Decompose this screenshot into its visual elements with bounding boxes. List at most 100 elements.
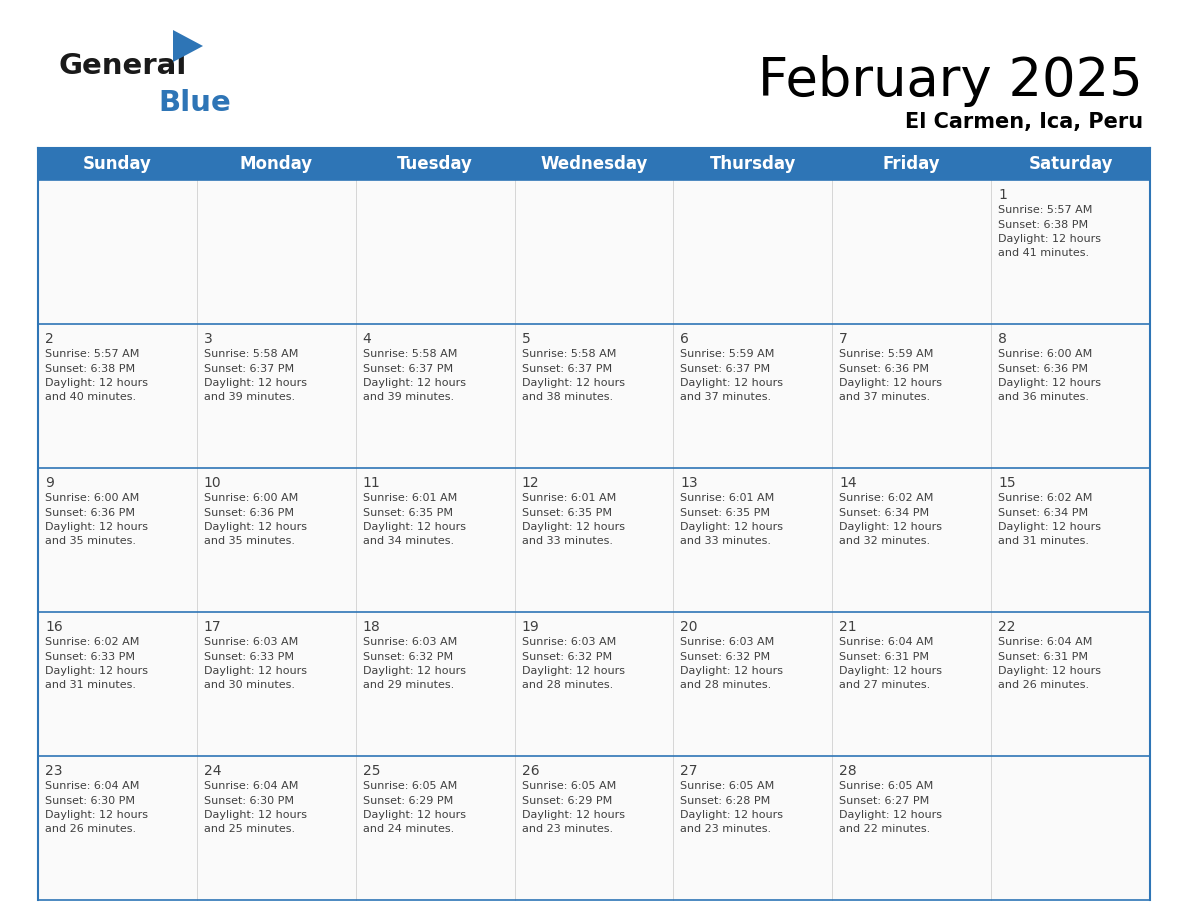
Text: Sunset: 6:33 PM: Sunset: 6:33 PM (204, 652, 293, 662)
Text: Daylight: 12 hours: Daylight: 12 hours (522, 522, 625, 532)
Text: and 30 minutes.: and 30 minutes. (204, 680, 295, 690)
Text: Daylight: 12 hours: Daylight: 12 hours (681, 810, 783, 820)
Bar (991, 324, 1150, 468)
Text: Daylight: 12 hours: Daylight: 12 hours (522, 810, 625, 820)
Bar (355, 180, 514, 324)
Text: Sunrise: 6:00 AM: Sunrise: 6:00 AM (45, 493, 139, 503)
Text: Sunset: 6:38 PM: Sunset: 6:38 PM (45, 364, 135, 374)
Text: and 33 minutes.: and 33 minutes. (681, 536, 771, 546)
Text: and 26 minutes.: and 26 minutes. (998, 680, 1089, 690)
Text: Sunday: Sunday (83, 155, 152, 173)
Text: Daylight: 12 hours: Daylight: 12 hours (45, 666, 148, 676)
Text: Thursday: Thursday (709, 155, 796, 173)
Text: Sunset: 6:34 PM: Sunset: 6:34 PM (998, 508, 1088, 518)
Text: Daylight: 12 hours: Daylight: 12 hours (362, 522, 466, 532)
Text: Sunset: 6:36 PM: Sunset: 6:36 PM (998, 364, 1088, 374)
Text: 21: 21 (839, 620, 857, 634)
Text: and 39 minutes.: and 39 minutes. (204, 393, 295, 402)
Text: Daylight: 12 hours: Daylight: 12 hours (45, 522, 148, 532)
Text: Sunrise: 5:57 AM: Sunrise: 5:57 AM (998, 205, 1093, 215)
Bar (991, 468, 1150, 612)
Bar (514, 756, 674, 900)
Text: Sunrise: 6:04 AM: Sunrise: 6:04 AM (204, 781, 298, 791)
Text: Daylight: 12 hours: Daylight: 12 hours (522, 666, 625, 676)
Text: Sunset: 6:33 PM: Sunset: 6:33 PM (45, 652, 135, 662)
Text: 16: 16 (45, 620, 63, 634)
Text: Sunrise: 6:05 AM: Sunrise: 6:05 AM (839, 781, 934, 791)
Text: Daylight: 12 hours: Daylight: 12 hours (998, 378, 1101, 388)
Bar (833, 468, 991, 612)
Text: and 35 minutes.: and 35 minutes. (45, 536, 135, 546)
Text: Sunset: 6:30 PM: Sunset: 6:30 PM (45, 796, 135, 805)
Text: Sunset: 6:27 PM: Sunset: 6:27 PM (839, 796, 929, 805)
Text: 20: 20 (681, 620, 697, 634)
Text: 6: 6 (681, 332, 689, 346)
Bar (38, 324, 197, 468)
Text: 11: 11 (362, 476, 380, 490)
Text: Sunrise: 6:02 AM: Sunrise: 6:02 AM (998, 493, 1093, 503)
Text: Sunset: 6:34 PM: Sunset: 6:34 PM (839, 508, 929, 518)
Text: Daylight: 12 hours: Daylight: 12 hours (204, 378, 307, 388)
Text: and 41 minutes.: and 41 minutes. (998, 249, 1089, 259)
Bar (674, 756, 833, 900)
Text: Sunset: 6:35 PM: Sunset: 6:35 PM (362, 508, 453, 518)
Bar (514, 180, 674, 324)
Text: and 40 minutes.: and 40 minutes. (45, 393, 137, 402)
Text: Daylight: 12 hours: Daylight: 12 hours (998, 666, 1101, 676)
Text: 3: 3 (204, 332, 213, 346)
Bar (833, 324, 991, 468)
Text: Sunset: 6:37 PM: Sunset: 6:37 PM (681, 364, 771, 374)
Text: Sunrise: 5:59 AM: Sunrise: 5:59 AM (681, 349, 775, 359)
Text: 7: 7 (839, 332, 848, 346)
Text: 24: 24 (204, 764, 221, 778)
Text: Sunrise: 6:03 AM: Sunrise: 6:03 AM (681, 637, 775, 647)
Text: Daylight: 12 hours: Daylight: 12 hours (45, 378, 148, 388)
Text: and 37 minutes.: and 37 minutes. (839, 393, 930, 402)
Bar (355, 324, 514, 468)
Text: Daylight: 12 hours: Daylight: 12 hours (839, 666, 942, 676)
Text: 25: 25 (362, 764, 380, 778)
Text: and 28 minutes.: and 28 minutes. (681, 680, 772, 690)
Text: Blue: Blue (158, 89, 230, 117)
Text: Saturday: Saturday (1029, 155, 1113, 173)
Text: Sunset: 6:31 PM: Sunset: 6:31 PM (839, 652, 929, 662)
Text: 8: 8 (998, 332, 1007, 346)
Text: Daylight: 12 hours: Daylight: 12 hours (839, 378, 942, 388)
Text: Sunrise: 5:59 AM: Sunrise: 5:59 AM (839, 349, 934, 359)
Text: Daylight: 12 hours: Daylight: 12 hours (362, 666, 466, 676)
Text: Sunrise: 6:03 AM: Sunrise: 6:03 AM (204, 637, 298, 647)
Text: 17: 17 (204, 620, 221, 634)
Bar (674, 324, 833, 468)
Text: 28: 28 (839, 764, 857, 778)
Text: Sunrise: 5:58 AM: Sunrise: 5:58 AM (362, 349, 457, 359)
Text: 23: 23 (45, 764, 63, 778)
Bar (355, 756, 514, 900)
Text: Monday: Monday (240, 155, 312, 173)
Text: and 36 minutes.: and 36 minutes. (998, 393, 1089, 402)
Text: and 33 minutes.: and 33 minutes. (522, 536, 613, 546)
Text: Sunrise: 6:01 AM: Sunrise: 6:01 AM (681, 493, 775, 503)
Text: 26: 26 (522, 764, 539, 778)
Bar (833, 756, 991, 900)
Text: Sunrise: 6:05 AM: Sunrise: 6:05 AM (522, 781, 615, 791)
Text: Sunrise: 6:05 AM: Sunrise: 6:05 AM (362, 781, 457, 791)
Text: El Carmen, Ica, Peru: El Carmen, Ica, Peru (905, 112, 1143, 132)
Text: Sunset: 6:36 PM: Sunset: 6:36 PM (45, 508, 135, 518)
Bar (38, 148, 1150, 180)
Bar (38, 468, 197, 612)
Text: Sunrise: 6:01 AM: Sunrise: 6:01 AM (522, 493, 615, 503)
Text: 5: 5 (522, 332, 530, 346)
Text: 14: 14 (839, 476, 857, 490)
Text: Sunset: 6:35 PM: Sunset: 6:35 PM (681, 508, 771, 518)
Text: Daylight: 12 hours: Daylight: 12 hours (362, 378, 466, 388)
Text: 4: 4 (362, 332, 372, 346)
Text: and 31 minutes.: and 31 minutes. (45, 680, 135, 690)
Text: Sunrise: 6:01 AM: Sunrise: 6:01 AM (362, 493, 457, 503)
Text: and 23 minutes.: and 23 minutes. (681, 824, 771, 834)
Text: 1: 1 (998, 188, 1007, 202)
Text: Daylight: 12 hours: Daylight: 12 hours (204, 810, 307, 820)
Text: and 25 minutes.: and 25 minutes. (204, 824, 295, 834)
Text: Daylight: 12 hours: Daylight: 12 hours (204, 522, 307, 532)
Bar (833, 180, 991, 324)
Polygon shape (173, 30, 203, 62)
